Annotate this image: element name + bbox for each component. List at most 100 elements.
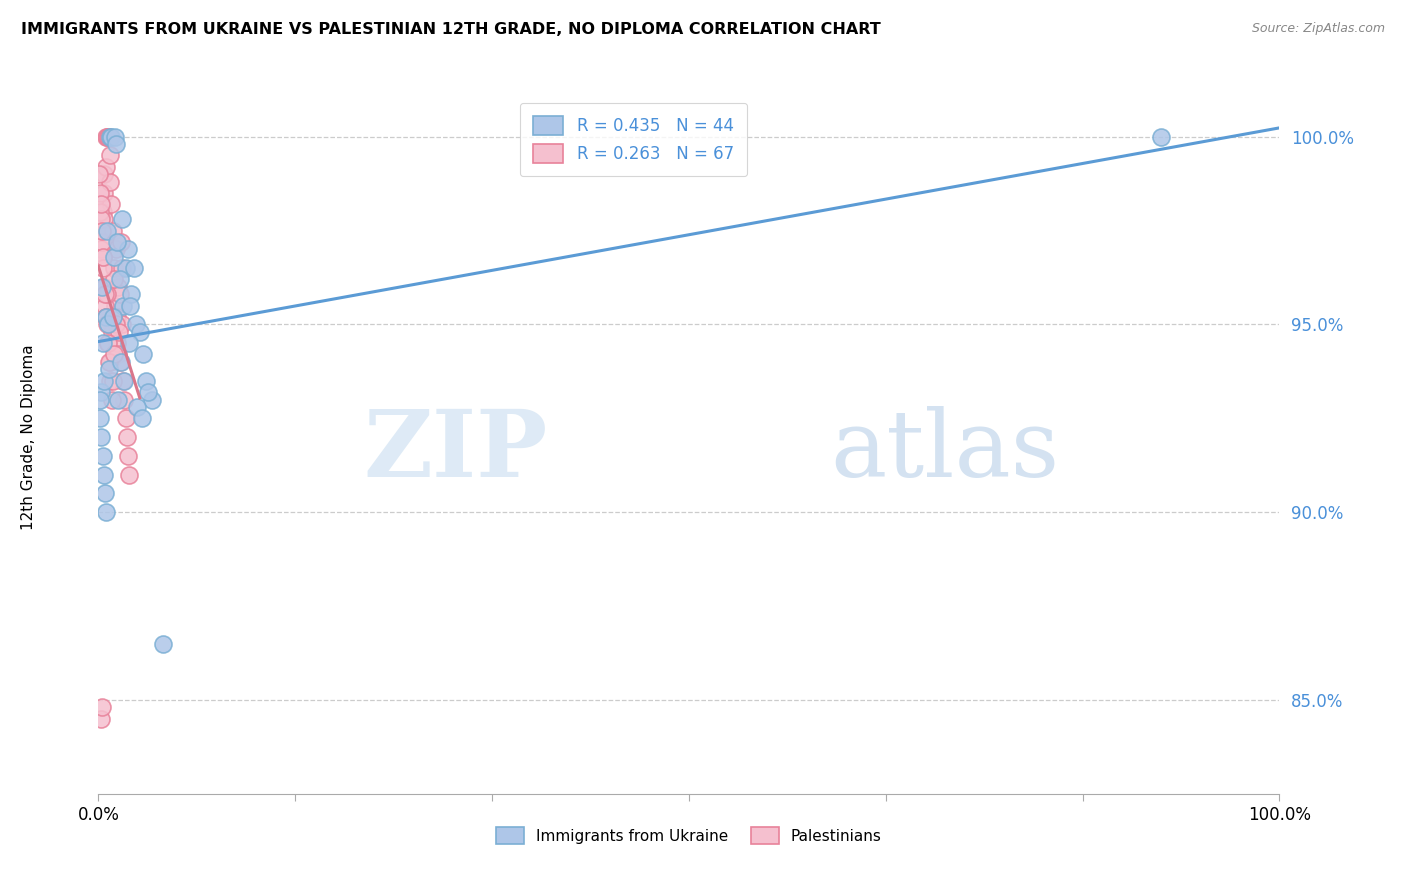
Point: [93, 467, 115, 482]
Point: [101, 310, 124, 324]
Y-axis label: 12th Grade, No Diploma: 12th Grade, No Diploma: [21, 344, 37, 530]
Point: [114, 261, 136, 276]
Point: [97, 336, 120, 351]
Point: [110, 355, 132, 369]
Point: [94, 129, 117, 144]
Point: [111, 212, 134, 227]
Point: [135, 374, 157, 388]
Point: [94, 160, 117, 174]
Point: [89, 167, 111, 181]
Point: [108, 287, 131, 301]
Point: [91, 235, 114, 249]
Point: [97, 129, 120, 144]
Point: [105, 137, 128, 152]
Point: [98, 362, 121, 376]
Point: [90, 223, 112, 237]
Point: [152, 637, 174, 651]
Point: [114, 411, 136, 425]
Point: [105, 242, 128, 256]
Point: [90, 712, 112, 726]
Text: atlas: atlas: [831, 407, 1060, 496]
Point: [121, 287, 143, 301]
Point: [91, 250, 114, 264]
Point: [111, 318, 134, 332]
Point: [98, 175, 121, 189]
Point: [103, 310, 125, 324]
Point: [91, 336, 114, 351]
Point: [98, 148, 121, 162]
Point: [115, 430, 138, 444]
Point: [98, 355, 121, 369]
Point: [94, 505, 117, 519]
Point: [100, 374, 122, 388]
Point: [111, 261, 134, 276]
Point: [98, 129, 121, 144]
Point: [94, 310, 117, 324]
Point: [105, 310, 128, 324]
Point: [1150, 129, 1173, 144]
Point: [97, 336, 120, 351]
Point: [96, 223, 118, 237]
Point: [105, 336, 128, 351]
Point: [118, 336, 141, 351]
Point: [94, 310, 117, 324]
Point: [89, 186, 111, 200]
Point: [127, 400, 149, 414]
Point: [93, 212, 115, 227]
Point: [90, 197, 112, 211]
Point: [118, 467, 141, 482]
Point: [128, 325, 150, 339]
Point: [98, 355, 121, 369]
Point: [96, 129, 118, 144]
Point: [120, 299, 142, 313]
Point: [110, 355, 132, 369]
Point: [105, 235, 128, 249]
Point: [91, 204, 114, 219]
Point: [112, 374, 135, 388]
Point: [107, 347, 129, 361]
Point: [90, 212, 112, 227]
Text: Source: ZipAtlas.com: Source: ZipAtlas.com: [1251, 22, 1385, 36]
Point: [96, 318, 118, 332]
Point: [93, 287, 115, 301]
Legend: Immigrants from Ukraine, Palestinians: Immigrants from Ukraine, Palestinians: [491, 821, 887, 850]
Point: [101, 223, 124, 237]
Point: [100, 129, 122, 144]
Point: [103, 272, 125, 286]
Text: IMMIGRANTS FROM UKRAINE VS PALESTINIAN 12TH GRADE, NO DIPLOMA CORRELATION CHART: IMMIGRANTS FROM UKRAINE VS PALESTINIAN 1…: [21, 22, 880, 37]
Point: [108, 325, 131, 339]
Point: [89, 411, 111, 425]
Point: [112, 374, 135, 388]
Point: [93, 280, 115, 294]
Point: [98, 129, 121, 144]
Text: ZIP: ZIP: [363, 407, 547, 496]
Point: [90, 430, 112, 444]
Point: [112, 392, 135, 407]
Point: [100, 318, 122, 332]
Point: [103, 250, 125, 264]
Point: [104, 318, 127, 332]
Point: [107, 280, 129, 294]
Point: [101, 374, 124, 388]
Point: [132, 347, 155, 361]
Point: [104, 129, 127, 144]
Point: [89, 204, 111, 219]
Point: [91, 280, 114, 294]
Point: [112, 299, 135, 313]
Point: [90, 384, 112, 399]
Point: [93, 261, 115, 276]
Point: [131, 411, 153, 425]
Point: [136, 384, 159, 399]
Point: [93, 167, 115, 181]
Point: [122, 261, 145, 276]
Point: [117, 242, 139, 256]
Point: [103, 261, 125, 276]
Point: [91, 250, 114, 264]
Point: [96, 287, 118, 301]
Point: [94, 299, 117, 313]
Point: [94, 486, 117, 500]
Point: [117, 449, 139, 463]
Point: [89, 392, 111, 407]
Point: [107, 392, 129, 407]
Point: [93, 374, 115, 388]
